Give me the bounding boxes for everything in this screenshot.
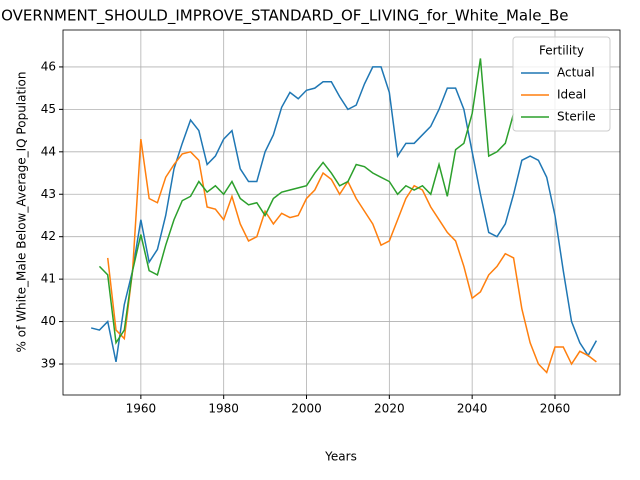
line-series [90,66,598,363]
x-tick-label: 2020 [374,402,405,416]
plot-frame [62,29,621,396]
x-tick-label: 2060 [540,402,571,416]
legend-box [512,36,611,132]
line-series [106,138,597,374]
y-tick-label: 41 [41,272,56,286]
chart-title: _GOVERNMENT_SHOULD_IMPROVE_STANDARD_OF_L… [0,7,569,26]
y-tick-label: 43 [41,187,56,201]
x-tick-label: 2040 [457,402,488,416]
y-tick-label: 45 [41,102,56,116]
line-series [98,58,515,345]
y-tick-label: 46 [41,59,56,73]
legend-title: Fertility [539,44,584,58]
legend-label: Ideal [557,88,586,102]
x-tick-label: 1980 [208,402,239,416]
y-tick-label: 44 [41,144,56,158]
y-tick-label: 40 [41,314,56,328]
legend-label: Actual [557,66,595,80]
legend-label: Sterile [557,110,596,124]
y-axis-label: % of White_Male Below_Average_IQ Populat… [15,72,29,353]
x-axis-label: Years [324,450,357,464]
y-tick-label: 42 [41,229,56,243]
x-tick-label: 1960 [126,402,157,416]
y-tick-label: 39 [41,357,56,371]
x-tick-label: 2000 [291,402,322,416]
